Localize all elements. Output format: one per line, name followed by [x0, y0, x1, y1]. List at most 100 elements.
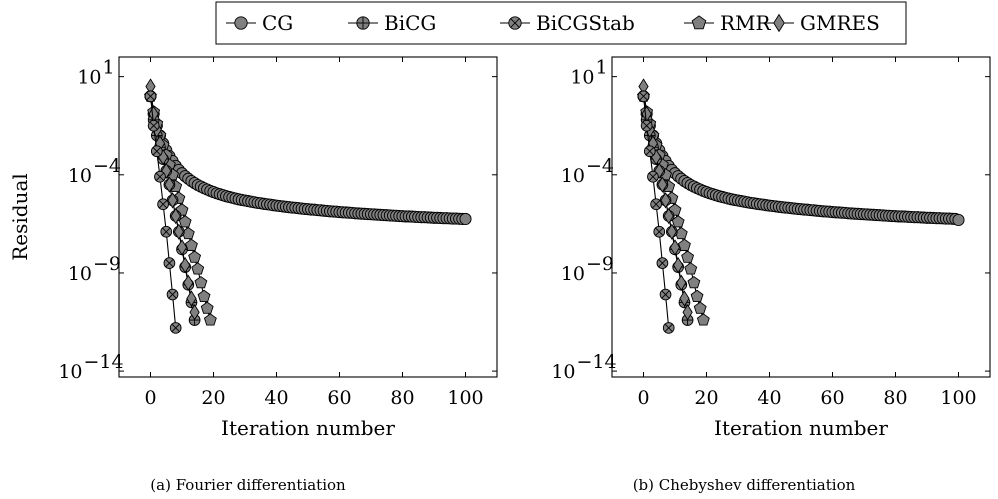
svg-text:1: 1: [596, 57, 608, 79]
data-point-gmres: [673, 256, 684, 274]
legend-marker-bicg: [356, 16, 370, 30]
data-point-rmr: [684, 262, 698, 275]
figure-caption: (a) Fourier differentiation: [150, 476, 346, 494]
legend-label-rmr: RMR: [720, 11, 772, 35]
data-point-bicgstab: [154, 170, 166, 183]
data-point-rmr: [188, 250, 202, 263]
x-tick-label: 20: [694, 387, 718, 409]
data-point-bicgstab: [150, 145, 163, 158]
data-point-rmr: [203, 313, 217, 326]
figure-caption: (b) Chebyshev differentiation: [633, 476, 856, 494]
data-point-bicgstab: [144, 90, 157, 103]
legend-marker-cg: [234, 16, 248, 30]
y-tick-label: 10 −14: [551, 351, 616, 383]
plot-area: [144, 78, 472, 334]
data-point-bicgstab: [166, 288, 179, 301]
data-point-bicgstab: [157, 198, 169, 211]
x-tick-label: 40: [757, 387, 781, 409]
data-point-rmr: [194, 276, 208, 289]
data-point-bicgstab: [147, 119, 160, 132]
data-point-rmr: [200, 301, 214, 314]
data-point-rmr: [693, 301, 707, 314]
data-point-rmr: [681, 250, 695, 263]
data-point-bicgstab: [637, 90, 650, 103]
x-axis-label: Iteration number: [221, 416, 395, 440]
data-point-rmr: [696, 313, 710, 326]
y-tick-label: 10 −14: [58, 351, 123, 383]
data-point-gmres: [164, 176, 175, 193]
data-point-bicgstab: [659, 288, 672, 301]
svg-text:−9: −9: [586, 253, 614, 275]
svg-text:1: 1: [103, 57, 115, 79]
svg-text:10: 10: [77, 67, 101, 89]
svg-text:10: 10: [68, 165, 92, 187]
data-point-gmres: [176, 239, 188, 256]
svg-text:−14: −14: [84, 351, 124, 373]
x-tick-label: 100: [940, 387, 976, 409]
x-axis-label: Iteration number: [714, 416, 888, 440]
x-tick-label: 80: [883, 387, 907, 409]
data-point-bicgstab: [650, 198, 662, 211]
legend-marker-gmres: [773, 13, 785, 33]
legend-label-gmres: GMRES: [800, 11, 880, 35]
svg-text:−4: −4: [586, 155, 614, 177]
data-point-bicgstab: [640, 119, 653, 132]
svg-text:10: 10: [68, 263, 92, 285]
y-tick-label: 10 −4: [561, 155, 614, 187]
data-point-rmr: [191, 262, 205, 275]
data-point-gmres: [189, 304, 200, 321]
data-point-gmres: [666, 223, 677, 240]
series-gmres: [145, 78, 200, 321]
legend-label-bicgstab: BiCGStab: [536, 11, 635, 35]
x-tick-label: 20: [201, 387, 225, 409]
x-tick-label: 60: [820, 387, 844, 409]
series-bicgstab: [637, 90, 675, 334]
data-point-rmr: [185, 238, 198, 251]
data-point-bicgstab: [160, 225, 173, 238]
data-point-gmres: [657, 176, 668, 193]
plot-area: [637, 78, 965, 334]
data-point-gmres: [180, 256, 191, 274]
data-point-cg: [459, 212, 472, 226]
series-cg: [637, 90, 965, 226]
legend-marker-bicgstab: [508, 16, 522, 30]
data-point-gmres: [186, 290, 197, 307]
x-tick-label: 100: [447, 387, 483, 409]
y-tick-label: 10 1: [570, 57, 607, 89]
data-point-bicgstab: [653, 225, 666, 238]
data-point-bicgstab: [169, 322, 182, 334]
data-point-bicgstab: [643, 145, 656, 158]
data-point-bicgstab: [647, 170, 659, 183]
x-tick-label: 0: [144, 387, 156, 409]
data-point-cg: [952, 213, 965, 226]
data-point-gmres: [676, 274, 687, 291]
data-point-rmr: [197, 289, 211, 302]
data-point-gmres: [183, 274, 194, 291]
data-point-rmr: [678, 238, 691, 251]
data-point-rmr: [687, 276, 701, 289]
svg-text:10: 10: [58, 361, 82, 383]
legend-item-bicgstab: BiCGStab: [500, 11, 635, 35]
series-line-cg: [149, 96, 466, 220]
x-tick-label: 80: [390, 387, 414, 409]
data-point-bicgstab: [163, 257, 176, 269]
data-point-rmr: [690, 289, 704, 302]
y-tick-label: 10 −9: [561, 253, 614, 285]
data-point-gmres: [167, 192, 178, 209]
data-point-gmres: [170, 207, 181, 225]
series-gmres: [638, 78, 693, 321]
series-cg: [144, 90, 472, 226]
legend-label-cg: CG: [262, 11, 293, 35]
legend-item-cg: CG: [226, 11, 293, 35]
x-tick-label: 40: [264, 387, 288, 409]
data-point-gmres: [669, 239, 681, 256]
x-tick-label: 0: [637, 387, 649, 409]
plot-frame: [118, 56, 498, 378]
plot-frame: [611, 56, 991, 378]
legend: CG BiCG BiCGStab RMR GMRES: [215, 1, 907, 45]
x-tick-label: 60: [327, 387, 351, 409]
data-point-gmres: [682, 304, 693, 321]
